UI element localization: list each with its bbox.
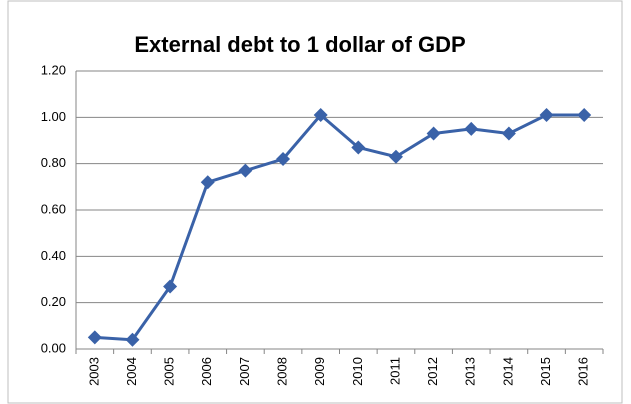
x-tick-label: 2010 xyxy=(350,357,365,386)
data-point xyxy=(501,126,516,141)
x-tick-label: 2011 xyxy=(387,357,402,385)
y-tick-label: 0.60 xyxy=(41,201,66,216)
y-tick-label: 0.00 xyxy=(41,340,66,355)
chart-title: External debt to 1 dollar of GDP xyxy=(134,32,465,57)
data-point xyxy=(388,149,403,164)
data-point xyxy=(125,332,140,347)
y-tick-label: 0.20 xyxy=(41,294,66,309)
x-tick-label: 2005 xyxy=(162,357,177,386)
data-point xyxy=(87,330,102,345)
x-tick-label: 2009 xyxy=(312,357,327,386)
data-point xyxy=(200,175,215,190)
y-tick-label: 1.20 xyxy=(41,62,66,77)
x-tick-label: 2012 xyxy=(425,357,440,386)
data-point xyxy=(238,163,253,178)
chart-border xyxy=(7,0,623,404)
x-tick-label: 2008 xyxy=(274,357,289,386)
data-point xyxy=(313,108,328,123)
data-point xyxy=(163,279,178,294)
x-tick-label: 2003 xyxy=(86,357,101,386)
data-point xyxy=(577,108,592,123)
data-point xyxy=(539,108,554,123)
x-tick-label: 2007 xyxy=(237,357,252,386)
data-point xyxy=(276,152,291,167)
x-tick-label: 2006 xyxy=(199,357,214,386)
data-point xyxy=(351,140,366,155)
x-tick-label: 2013 xyxy=(463,357,478,386)
x-tick-label: 2015 xyxy=(538,357,553,386)
y-tick-label: 1.00 xyxy=(41,109,66,124)
x-tick-label: 2014 xyxy=(500,357,515,386)
y-tick-label: 0.80 xyxy=(41,155,66,170)
x-tick-label: 2004 xyxy=(124,357,139,386)
y-tick-label: 0.40 xyxy=(41,248,66,263)
data-line xyxy=(94,113,585,342)
x-tick-label: 2016 xyxy=(576,357,591,386)
data-point xyxy=(464,121,479,136)
data-point xyxy=(426,126,441,141)
